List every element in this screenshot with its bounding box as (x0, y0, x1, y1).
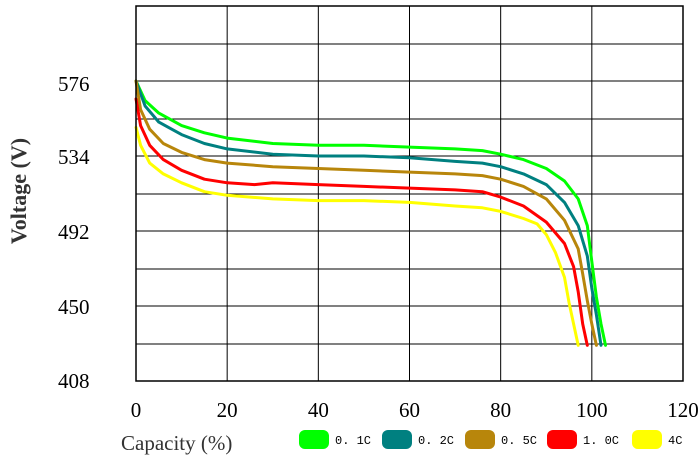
legend-label: 0. 2C (418, 434, 454, 448)
y-tick-label: 492 (58, 220, 90, 244)
chart-legend: 0. 1C 0. 2C 0. 5C 1. 0C 4C (299, 430, 682, 449)
legend-swatch (299, 430, 329, 449)
legend-swatch (547, 430, 577, 449)
legend-swatch (465, 430, 495, 449)
y-tick-label: 450 (58, 295, 90, 319)
legend-item: 0. 5C (465, 430, 537, 449)
legend-swatch (382, 430, 412, 449)
x-tick-label: 100 (576, 398, 608, 422)
plot-frame (135, 5, 684, 382)
y-tick-label: 576 (58, 72, 90, 96)
x-tick-label: 40 (308, 398, 329, 422)
series-line-0-1C (134, 79, 607, 347)
legend-item: 0. 2C (382, 430, 454, 449)
chart-series (134, 79, 607, 347)
x-axis-title: Capacity (%) (121, 431, 232, 455)
x-tick-label: 20 (217, 398, 238, 422)
x-tick-label: 60 (399, 398, 420, 422)
y-tick-label: 534 (58, 145, 90, 169)
legend-label: 4C (668, 434, 682, 448)
series-line-0-5C (134, 79, 598, 347)
legend-swatch (632, 430, 662, 449)
legend-label: 0. 5C (501, 434, 537, 448)
y-axis-ticks: 408 450 492 534 576 (58, 72, 90, 393)
x-tick-label: 0 (131, 398, 142, 422)
x-axis-ticks: 0 20 40 60 80 100 120 (131, 398, 698, 422)
series-line-4C (134, 125, 580, 347)
legend-label: 1. 0C (583, 434, 619, 448)
legend-item: 0. 1C (299, 430, 371, 449)
legend-item: 4C (632, 430, 682, 449)
x-tick-label: 120 (667, 398, 698, 422)
legend-item: 1. 0C (547, 430, 619, 449)
y-axis-title: Voltage (V) (6, 138, 31, 244)
legend-label: 0. 1C (335, 434, 371, 448)
plot-border (135, 5, 684, 382)
x-tick-label: 80 (490, 398, 511, 422)
series-line-0-2C (134, 79, 603, 347)
y-tick-label: 408 (58, 369, 90, 393)
series-line-1-0C (134, 97, 589, 347)
